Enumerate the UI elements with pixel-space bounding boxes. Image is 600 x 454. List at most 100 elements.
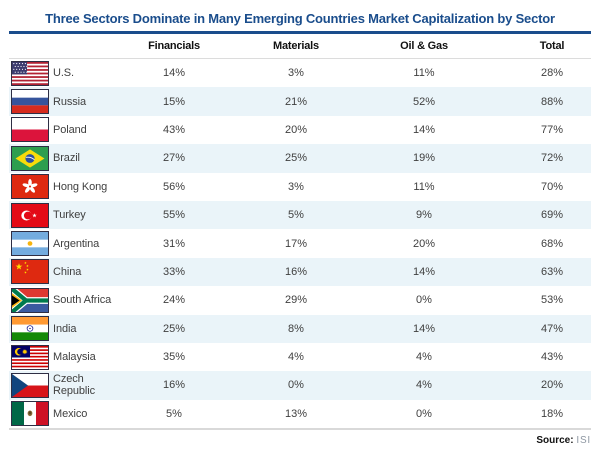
russia-flag-icon xyxy=(9,89,53,115)
table-row: Hong Kong 56% 3% 11% 70% xyxy=(9,173,591,201)
country-label: Hong Kong xyxy=(53,180,108,193)
southafrica-flag-icon xyxy=(9,287,53,313)
cell-total: 68% xyxy=(540,237,564,250)
hongkong-flag-icon xyxy=(9,174,53,200)
country-label: Brazil xyxy=(53,152,80,165)
country-label: Malaysia xyxy=(53,351,96,364)
cell-financials: 25% xyxy=(162,322,186,335)
country-label: South Africa xyxy=(53,294,112,307)
cell-financials: 5% xyxy=(166,407,182,420)
cell-financials: 24% xyxy=(162,294,186,307)
cell-financials: 33% xyxy=(162,265,186,278)
cell-total: 20% xyxy=(540,379,564,392)
country-label: Turkey xyxy=(53,209,86,222)
cell-materials: 21% xyxy=(284,95,308,108)
cell-oil-gas: 19% xyxy=(412,152,436,165)
country-label: India xyxy=(53,322,77,335)
turkey-flag-icon xyxy=(9,202,53,228)
cell-materials: 3% xyxy=(288,67,304,80)
cell-oil-gas: 11% xyxy=(413,180,435,193)
cell-total: 88% xyxy=(540,95,564,108)
cell-financials: 31% xyxy=(162,237,186,250)
cell-oil-gas: 14% xyxy=(412,265,436,278)
cell-materials: 0% xyxy=(288,379,304,392)
cell-oil-gas: 9% xyxy=(416,209,432,222)
brazil-flag-icon xyxy=(9,145,53,171)
source-label: Source: xyxy=(536,435,574,447)
cell-oil-gas: 14% xyxy=(412,322,436,335)
table-row: Czech Republic 16% 0% 4% 20% xyxy=(9,371,591,400)
cell-total: 43% xyxy=(540,351,564,364)
argentina-flag-icon xyxy=(9,231,53,257)
cell-materials: 8% xyxy=(288,322,304,335)
cell-financials: 35% xyxy=(162,351,186,364)
us-flag-icon xyxy=(9,60,53,86)
cell-materials: 5% xyxy=(288,209,304,222)
cell-materials: 16% xyxy=(284,265,308,278)
poland-flag-icon xyxy=(9,117,53,143)
cell-financials: 56% xyxy=(162,180,186,193)
cell-financials: 14% xyxy=(162,67,186,80)
cell-total: 70% xyxy=(540,180,564,193)
cell-materials: 17% xyxy=(284,237,308,250)
title-divider-rule xyxy=(9,31,591,34)
country-label: Czech Republic xyxy=(53,373,96,398)
cell-materials: 3% xyxy=(288,180,304,193)
cell-oil-gas: 0% xyxy=(416,294,432,307)
cell-total: 28% xyxy=(540,67,564,80)
cell-financials: 16% xyxy=(162,379,186,392)
header-divider-rule xyxy=(9,58,591,59)
cell-financials: 55% xyxy=(162,209,186,222)
cell-total: 18% xyxy=(540,407,564,420)
cell-oil-gas: 4% xyxy=(416,351,432,364)
table-row: Malaysia 35% 4% 4% 43% xyxy=(9,343,591,371)
country-label: Argentina xyxy=(53,237,100,250)
malaysia-flag-icon xyxy=(9,344,53,370)
cell-oil-gas: 14% xyxy=(412,123,436,136)
cell-oil-gas: 52% xyxy=(412,95,436,108)
cell-financials: 15% xyxy=(162,95,186,108)
table-row: Mexico 5% 13% 0% 18% xyxy=(9,400,591,428)
table-row: South Africa 24% 29% 0% 53% xyxy=(9,286,591,314)
mexico-flag-icon xyxy=(9,401,53,427)
country-label: U.S. xyxy=(53,67,74,80)
cell-materials: 29% xyxy=(284,294,308,307)
cell-total: 77% xyxy=(540,123,564,136)
column-header-oil-gas: Oil & Gas xyxy=(400,40,448,52)
table-row: Turkey 55% 5% 9% 69% xyxy=(9,200,591,230)
table-row: U.S. 14% 3% 11% 28% xyxy=(9,59,591,87)
cell-oil-gas: 11% xyxy=(413,67,435,80)
cell-materials: 4% xyxy=(288,351,304,364)
cell-oil-gas: 4% xyxy=(416,379,432,392)
cell-total: 69% xyxy=(540,209,564,222)
cell-oil-gas: 0% xyxy=(416,407,432,420)
china-flag-icon xyxy=(9,259,53,285)
table-row: Russia 15% 21% 52% 88% xyxy=(9,87,591,116)
table-row: India 25% 8% 14% 47% xyxy=(9,314,591,343)
source-line: Source: ISI xyxy=(9,435,591,446)
table-header-row: Financials Materials Oil & Gas Total xyxy=(9,34,591,58)
country-label: Mexico xyxy=(53,407,88,420)
cell-total: 47% xyxy=(540,322,564,335)
cell-oil-gas: 20% xyxy=(412,237,436,250)
table-row: China 33% 16% 14% 63% xyxy=(9,257,591,287)
cell-materials: 13% xyxy=(284,407,308,420)
bottom-divider-rule xyxy=(9,428,591,431)
column-header-materials: Materials xyxy=(273,40,319,52)
cell-materials: 20% xyxy=(284,123,308,136)
cell-financials: 43% xyxy=(162,123,186,136)
table-body: U.S. 14% 3% 11% 28% Russia 15% 21% 52% 88% Poland 4… xyxy=(0,59,600,428)
table-row: Poland 43% 20% 14% 77% xyxy=(9,116,591,144)
country-label: Russia xyxy=(53,95,87,108)
source-value: ISI xyxy=(576,435,591,447)
country-label: Poland xyxy=(53,123,87,136)
table-row: Argentina 31% 17% 20% 68% xyxy=(9,229,591,257)
cell-total: 72% xyxy=(540,152,564,165)
cell-materials: 25% xyxy=(284,152,308,165)
table-row: Brazil 27% 25% 19% 72% xyxy=(9,144,591,173)
czech-flag-icon xyxy=(9,372,53,398)
cell-total: 63% xyxy=(540,265,564,278)
chart-title: Three Sectors Dominate in Many Emerging … xyxy=(45,11,555,26)
cell-total: 53% xyxy=(540,294,564,307)
cell-financials: 27% xyxy=(162,152,186,165)
